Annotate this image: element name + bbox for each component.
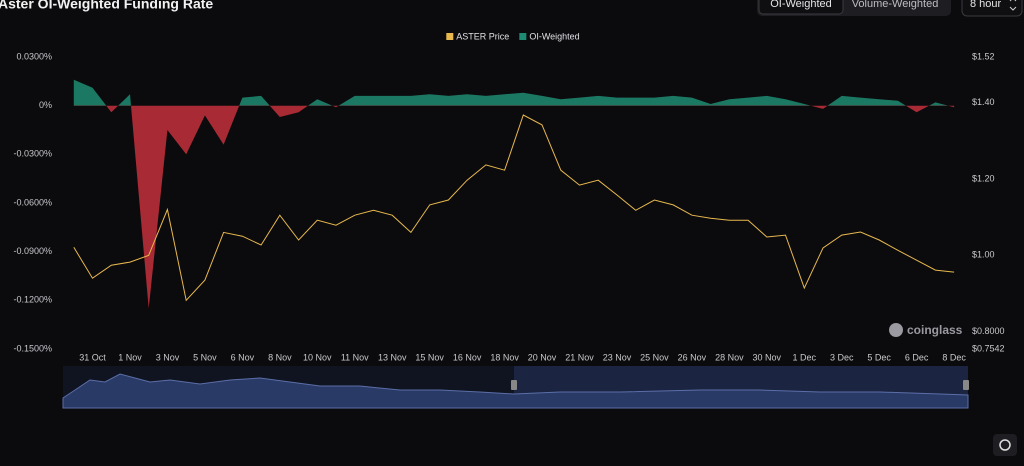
x-tick-label: 8 Dec <box>942 352 966 362</box>
legend-swatch <box>446 33 454 40</box>
x-tick-label: 18 Nov <box>490 352 519 362</box>
y2-tick-label: $1.20 <box>972 173 995 183</box>
y-tick-label: -0.0600% <box>13 197 52 207</box>
watermark-text: coinglass <box>907 323 963 337</box>
x-tick-label: 26 Nov <box>678 352 707 362</box>
x-tick-label: 5 Dec <box>867 352 891 362</box>
x-tick-label: 28 Nov <box>715 352 744 362</box>
y-tick-label: 0.0300% <box>16 51 52 61</box>
x-tick-label: 30 Nov <box>753 352 782 362</box>
select-arrows <box>1009 0 1017 11</box>
y-tick-label: -0.0900% <box>13 246 52 256</box>
x-tick-label: 16 Nov <box>453 352 482 362</box>
tab-active[interactable] <box>758 0 844 15</box>
y-tick-label: -0.0300% <box>13 149 52 159</box>
watermark-logo <box>889 323 903 337</box>
settings-button[interactable] <box>993 434 1017 456</box>
x-tick-label: 21 Nov <box>565 352 594 362</box>
y2-tick-label: $1.52 <box>972 51 995 61</box>
x-tick-label: 5 Nov <box>193 352 217 362</box>
x-tick-label: 3 Dec <box>830 352 854 362</box>
legend-swatch <box>519 33 527 40</box>
y2-tick-label: $0.8000 <box>972 326 1005 336</box>
settings-bg[interactable] <box>993 434 1017 456</box>
x-tick-label: 6 Dec <box>905 352 929 362</box>
x-tick-label: 1 Nov <box>118 352 142 362</box>
navigator-handle[interactable] <box>963 380 969 390</box>
x-tick-label: 25 Nov <box>640 352 669 362</box>
x-tick-label: 15 Nov <box>415 352 444 362</box>
x-tick-label: 6 Nov <box>231 352 255 362</box>
chart-title: Aster OI-Weighted Funding Rate <box>0 0 213 12</box>
x-tick-label: 31 Oct <box>79 352 106 362</box>
interval-label[interactable]: 8 hour <box>970 0 1002 10</box>
x-tick-label: 13 Nov <box>378 352 407 362</box>
y2-tick-label: $0.7542 <box>972 343 1005 353</box>
navigator <box>62 366 969 409</box>
y2-tick-label: $1.00 <box>972 250 995 260</box>
interval-select[interactable] <box>961 0 1023 17</box>
funding-area <box>73 79 955 309</box>
x-tick-label: 23 Nov <box>603 352 632 362</box>
legend-label: ASTER Price <box>456 31 509 41</box>
x-tick-label: 3 Nov <box>156 352 180 362</box>
y-tick-label: -0.1200% <box>13 295 52 305</box>
x-tick-label: 11 Nov <box>341 352 369 362</box>
y-tick-label: 0% <box>39 100 52 110</box>
legend-label: OI-Weighted <box>529 31 579 41</box>
tab[interactable]: OI-Weighted <box>770 0 832 10</box>
x-tick-label: 20 Nov <box>528 352 557 362</box>
watermark: coinglass <box>889 323 963 337</box>
y-tick-label: -0.1500% <box>13 343 52 353</box>
x-tick-label: 1 Dec <box>793 352 817 362</box>
price-line <box>73 114 955 302</box>
navigator-handle[interactable] <box>511 380 517 390</box>
tab[interactable]: Volume-Weighted <box>852 0 939 10</box>
y2-tick-label: $1.40 <box>972 97 995 107</box>
settings-icon[interactable] <box>999 439 1011 451</box>
navigator-area <box>62 373 969 409</box>
x-tick-label: 10 Nov <box>303 352 332 362</box>
x-tick-label: 8 Nov <box>268 352 292 362</box>
legend: ASTER Price OI-Weighted <box>446 31 580 41</box>
